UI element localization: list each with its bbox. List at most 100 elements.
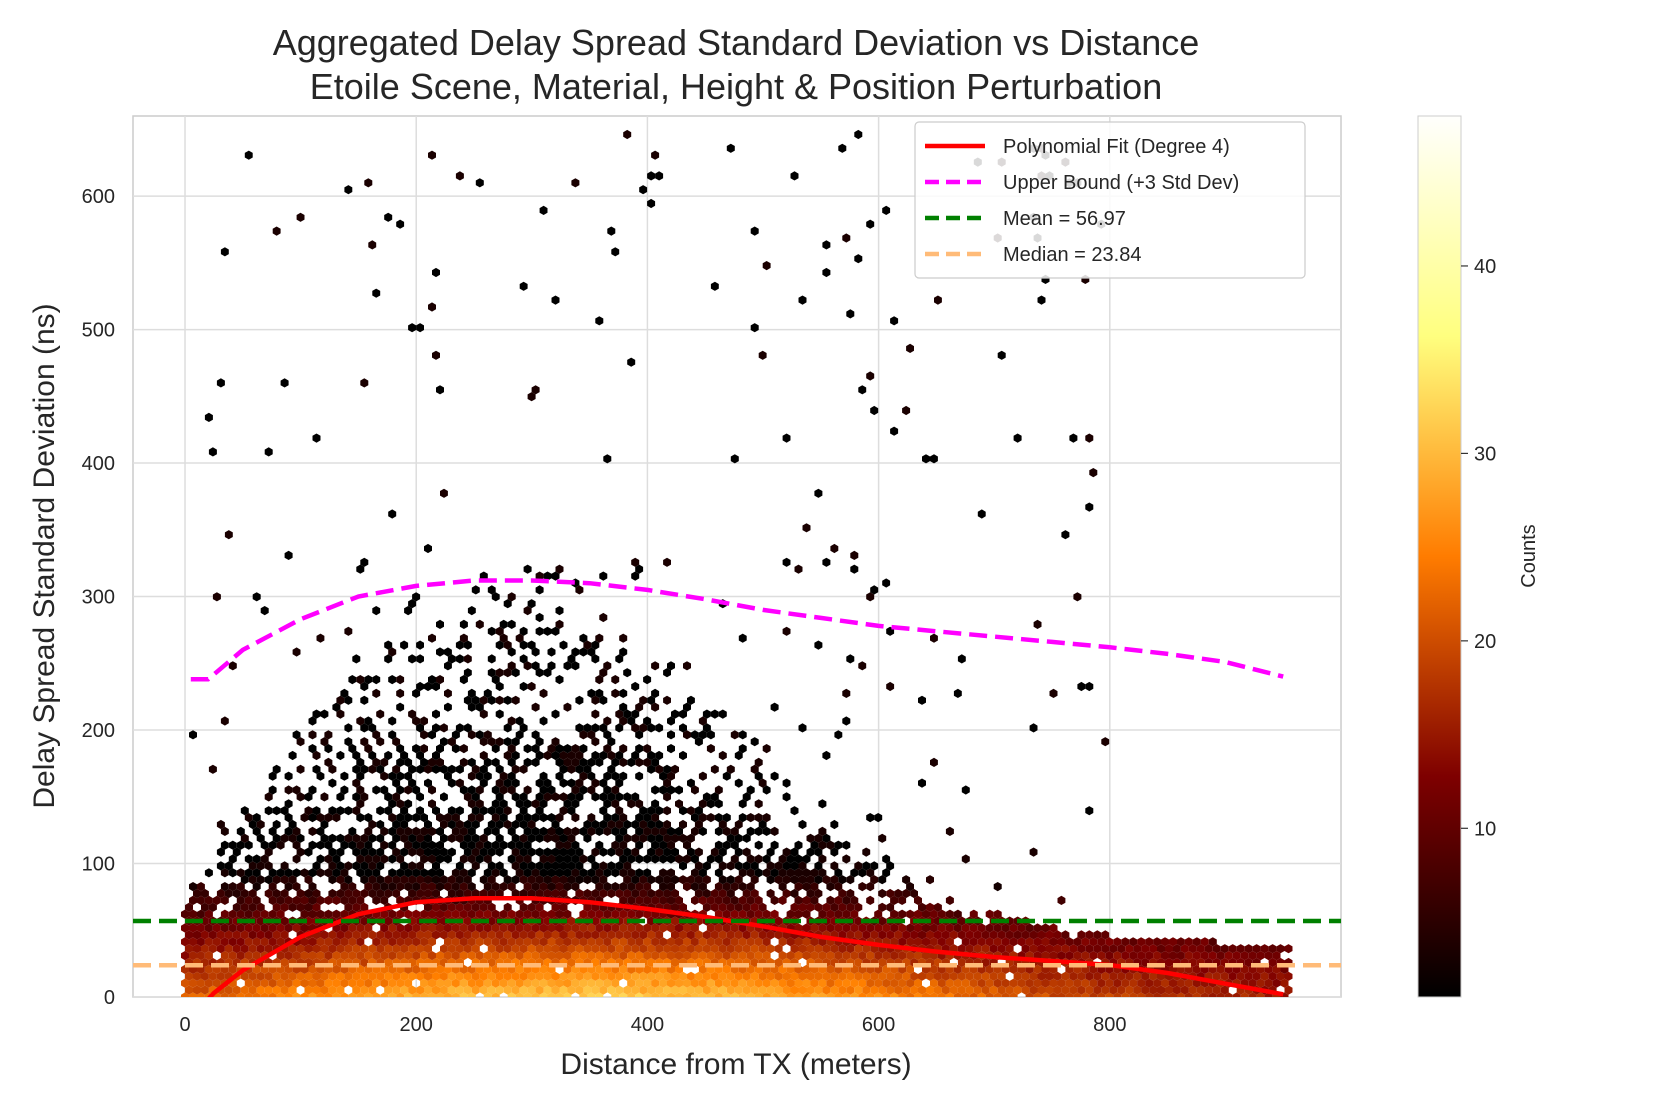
hexbin-cell — [352, 750, 361, 761]
hexbin-cell — [216, 819, 225, 830]
hexbin-cell — [766, 971, 775, 981]
hexbin-cell — [451, 923, 460, 933]
hexbin-cell — [547, 647, 556, 657]
hexbin-cell — [444, 909, 452, 919]
hexbin-cell — [1216, 992, 1225, 997]
hexbin-cell — [679, 985, 687, 995]
hexbin-cell — [1073, 592, 1082, 602]
hexbin-cell — [826, 964, 835, 974]
hexbin-cell — [858, 951, 867, 961]
hexbin-cell — [364, 854, 373, 864]
hexbin-cell — [579, 826, 588, 836]
hexbin-cell — [718, 985, 727, 995]
hexbin-cell — [491, 978, 500, 988]
x-tick-label: 800 — [1093, 1014, 1126, 1036]
hexbin-cell — [595, 757, 604, 767]
hexbin-cell — [647, 888, 656, 899]
hexbin-cell — [424, 819, 432, 830]
hexbin-cell — [507, 854, 516, 864]
chart-subtitle: Etoile Scene, Material, Height & Positio… — [310, 66, 1162, 107]
hexbin-cell — [1161, 937, 1169, 947]
hexbin-cell — [292, 840, 301, 850]
hexbin-cell — [308, 937, 317, 947]
hexbin-cell — [539, 799, 548, 809]
hexbin-cell — [555, 564, 564, 574]
hexbin-cell — [236, 882, 245, 892]
hexbin-cell — [495, 764, 504, 774]
hexbin-cell — [248, 944, 257, 954]
hexbin-cell — [1256, 992, 1265, 997]
hexbin-cell — [404, 868, 413, 878]
hexbin-cell — [555, 868, 564, 878]
hexbin-cell — [380, 978, 389, 988]
hexbin-cell — [228, 868, 237, 878]
hexbin-cell — [475, 923, 484, 933]
hexbin-cell — [531, 978, 540, 988]
hexbin-cell — [463, 971, 472, 981]
hexbin-cell — [599, 723, 608, 733]
hexbin-cell — [1085, 502, 1094, 512]
hexbin-cell — [671, 902, 679, 912]
hexbin-cell — [750, 764, 759, 774]
hexbin-cell — [591, 861, 600, 871]
hexbin-cell — [240, 806, 249, 816]
hexbin-cell — [635, 730, 644, 740]
hexbin-cell — [432, 709, 440, 719]
hexbin-cell — [1184, 951, 1193, 961]
hexbin-cell — [945, 895, 954, 905]
hexbin-cell — [742, 861, 751, 871]
hexbin-cell — [575, 723, 584, 733]
hexbin-cell — [256, 819, 265, 830]
hexbin-cell — [1097, 978, 1106, 988]
hexbin-cell — [603, 454, 612, 464]
hexbin-cell — [447, 764, 456, 774]
hexbin-cell — [1228, 971, 1237, 981]
hexbin-cell — [499, 868, 508, 878]
hexbin-cell — [985, 978, 994, 988]
hexbin-cell — [890, 316, 899, 326]
hexbin-cell — [471, 930, 480, 940]
hexbin-cell — [272, 971, 281, 981]
hexbin-cell — [551, 792, 560, 802]
hexbin-cell — [1001, 923, 1010, 933]
hexbin-cell — [197, 937, 205, 947]
hexbin-cell — [810, 868, 819, 878]
hexbin-cell — [344, 971, 353, 981]
hexbin-cell — [392, 833, 401, 843]
hexbin-cell — [591, 847, 600, 857]
hexbin-cell — [336, 971, 345, 981]
hexbin-cell — [328, 806, 337, 816]
hexbin-cell — [1284, 985, 1293, 995]
hexbin-cell — [790, 902, 799, 912]
hexbin-cell — [428, 730, 436, 740]
hexbin-cell — [718, 944, 727, 954]
hexbin-cell — [930, 992, 938, 997]
hexbin-cell — [710, 930, 719, 940]
hexbin-cell — [1085, 433, 1094, 443]
hexbin-cell — [479, 971, 488, 981]
hexbin-cell — [216, 930, 225, 940]
hexbin-cell — [252, 813, 261, 823]
hexbin-cell — [706, 978, 715, 988]
hexbin-cell — [451, 937, 460, 947]
hexbin-cell — [388, 937, 397, 947]
hexbin-cell — [320, 971, 329, 981]
hexbin-cell — [926, 930, 934, 940]
hexbin-cell — [416, 640, 424, 650]
hexbin-cell — [878, 957, 887, 968]
hexbin-cell — [519, 806, 528, 816]
hexbin-cell — [559, 847, 568, 857]
y-tick-label: 600 — [82, 186, 115, 208]
hexbin-cell — [679, 971, 687, 981]
hexbin-cell — [507, 840, 516, 850]
hexbin-cell — [332, 978, 341, 988]
hexbin-cell — [547, 978, 556, 988]
hexbin-cell — [539, 964, 548, 974]
hexbin-cell — [571, 937, 580, 947]
hexbin-cell — [523, 744, 532, 754]
hexbin-cell — [567, 957, 576, 968]
hexbin-cell — [360, 902, 369, 912]
hexbin-cell — [479, 709, 488, 719]
hexbin-cell — [432, 267, 440, 278]
hexbin-cell — [316, 951, 325, 961]
